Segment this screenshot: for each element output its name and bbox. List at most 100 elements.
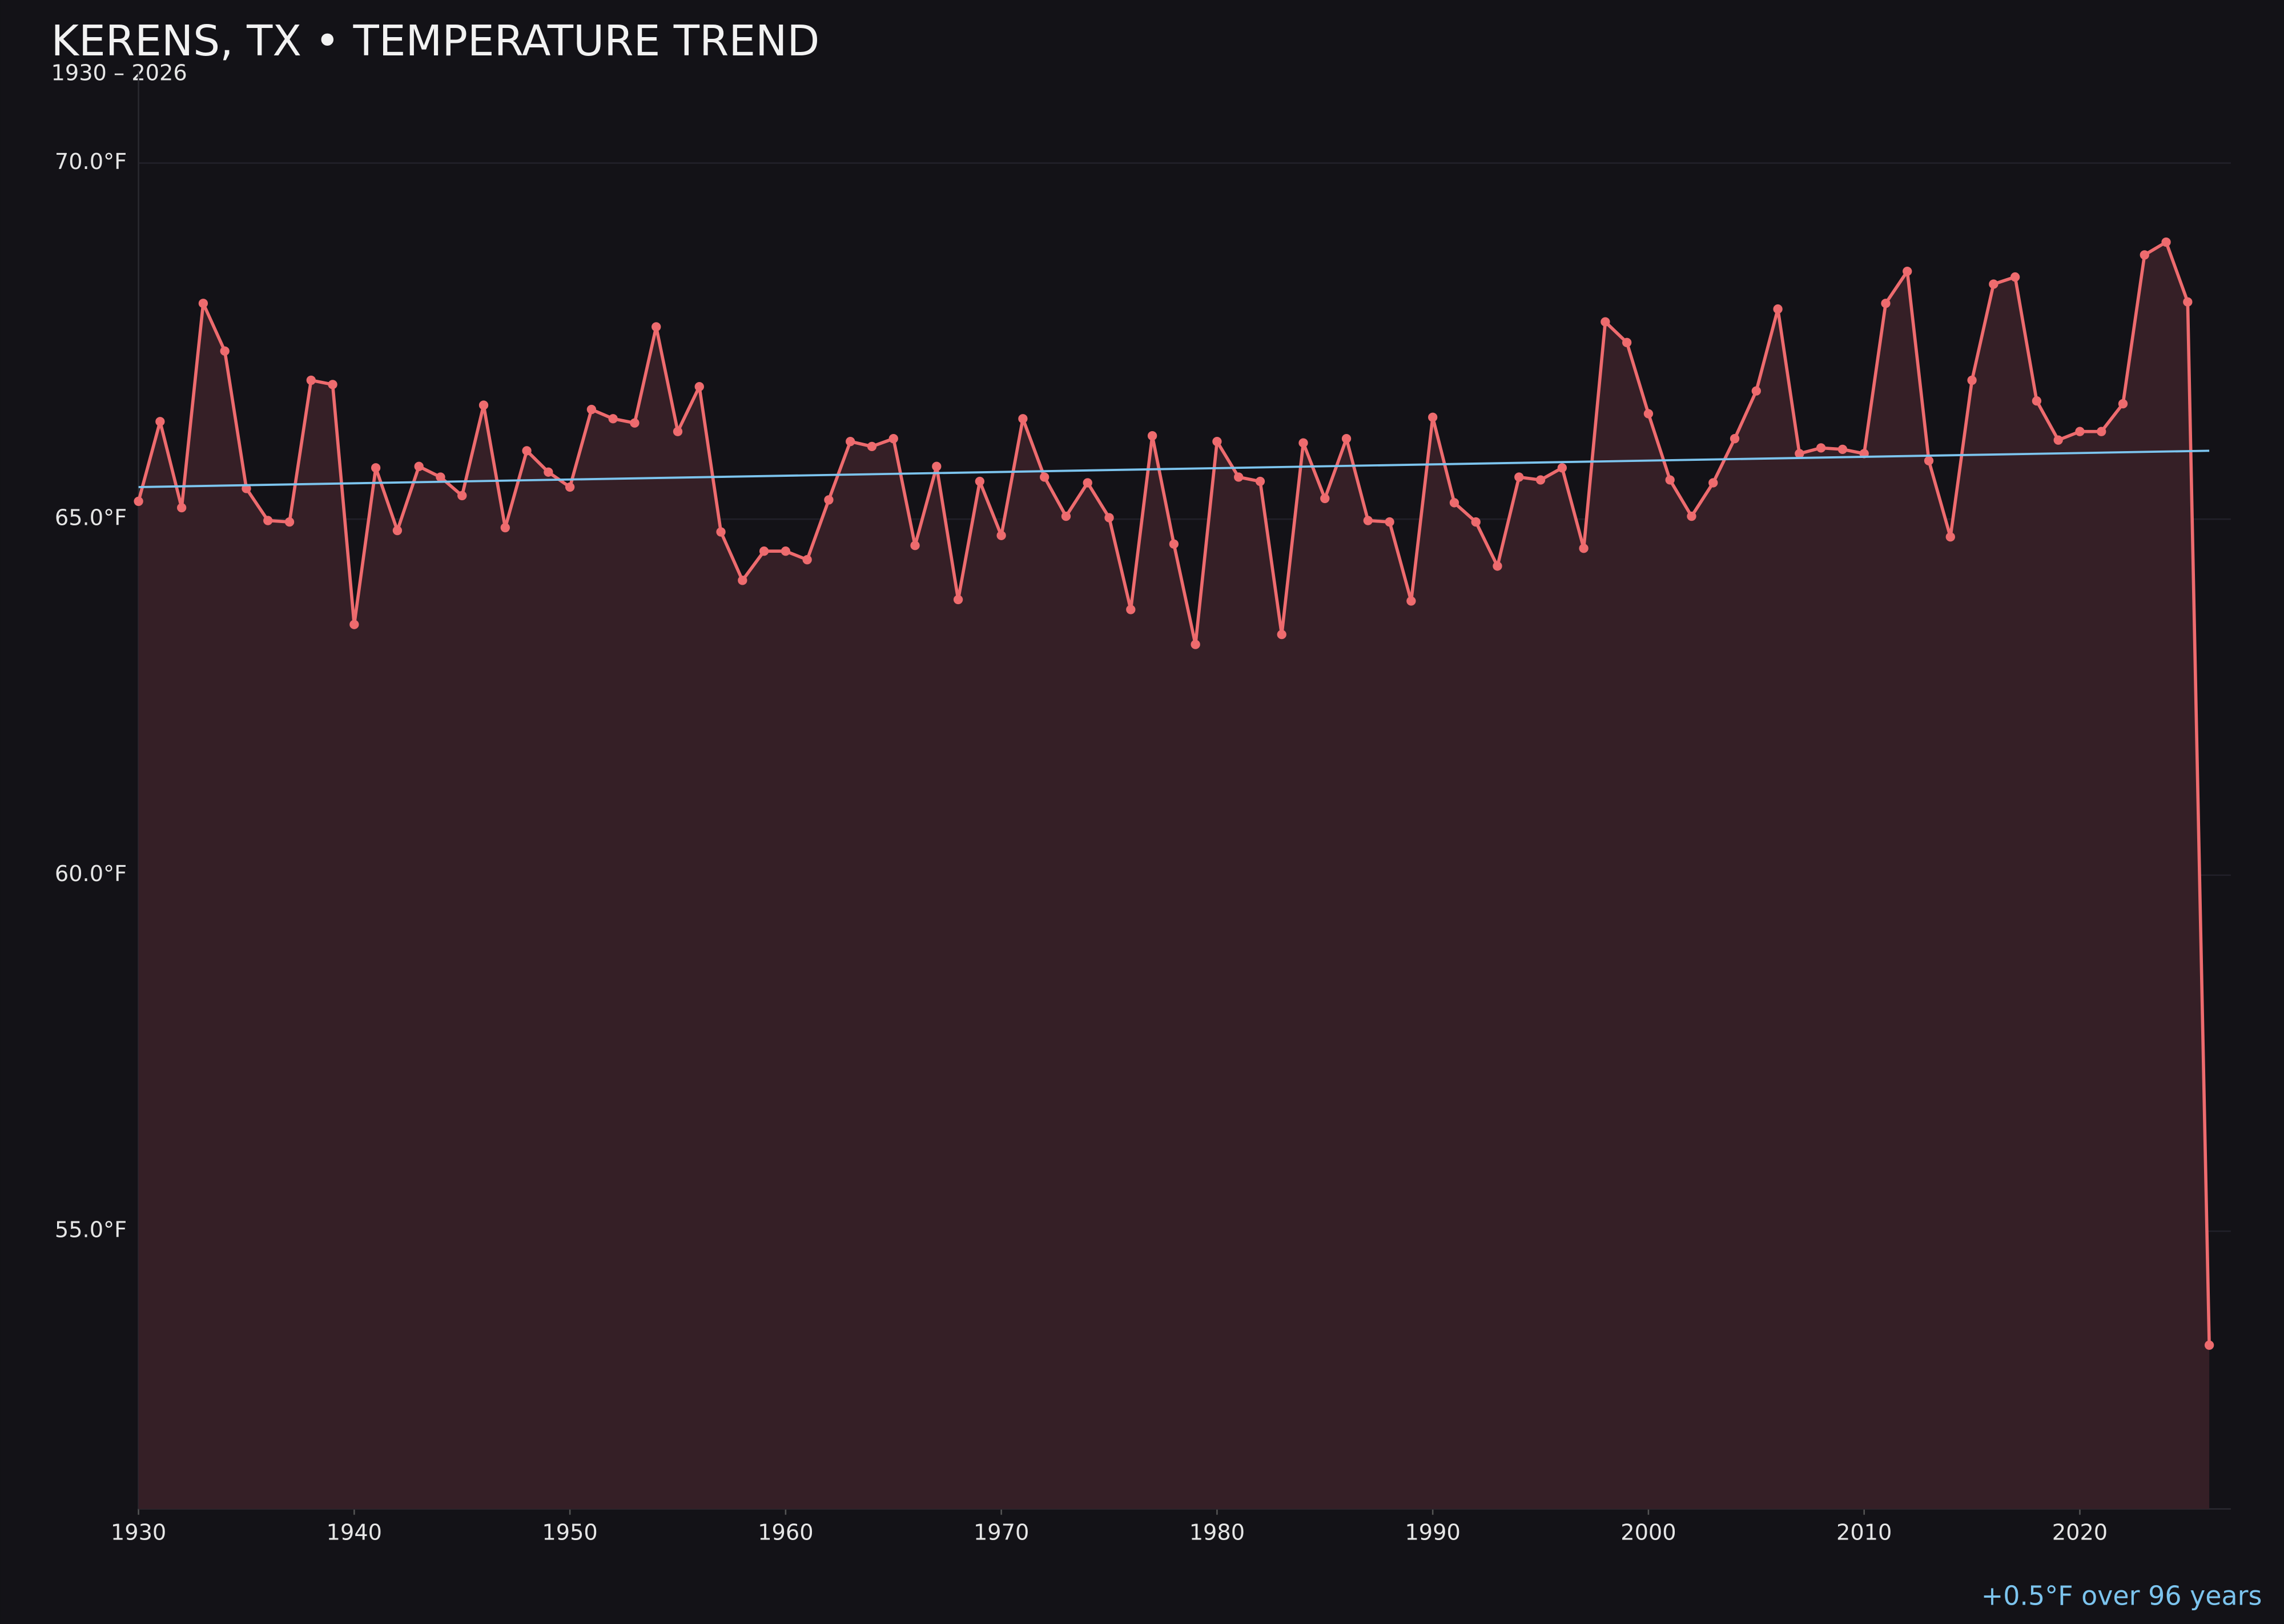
data-point — [738, 576, 747, 585]
data-point — [1751, 386, 1761, 396]
data-point — [414, 461, 424, 471]
data-point — [932, 461, 942, 471]
data-point — [1061, 511, 1071, 521]
data-point — [673, 427, 683, 436]
data-point — [522, 446, 532, 456]
data-point — [1945, 532, 1955, 542]
data-point — [349, 620, 359, 629]
data-point — [263, 516, 273, 525]
data-point — [1773, 304, 1783, 314]
data-point — [1169, 539, 1179, 549]
data-point — [1191, 640, 1200, 649]
data-point — [2118, 399, 2128, 409]
data-point — [1687, 511, 1696, 521]
data-point — [1234, 472, 1244, 482]
data-point — [2097, 427, 2106, 436]
data-point — [1924, 456, 1934, 465]
data-point — [1535, 475, 1546, 485]
data-point — [2161, 237, 2171, 247]
data-point — [1665, 475, 1675, 485]
data-point — [1967, 375, 1977, 385]
data-point — [586, 404, 597, 415]
data-point — [176, 503, 187, 513]
data-point — [1557, 463, 1567, 473]
data-point — [759, 546, 769, 556]
data-point — [910, 541, 920, 550]
data-point — [1277, 629, 1286, 640]
data-point — [1341, 434, 1352, 444]
data-point — [328, 380, 337, 389]
data-point — [155, 417, 165, 427]
data-point — [544, 467, 553, 477]
x-tick-label: 1930 — [111, 1520, 166, 1545]
x-tick-label: 1970 — [974, 1520, 1029, 1545]
data-point — [1514, 472, 1524, 482]
data-point — [1126, 605, 1136, 614]
data-point — [306, 375, 316, 385]
x-tick-label: 2000 — [1620, 1520, 1676, 1545]
data-point — [652, 322, 661, 332]
y-tick-label: 70.0°F — [55, 149, 127, 175]
data-point — [996, 530, 1006, 540]
data-point — [716, 527, 726, 537]
data-point — [802, 555, 812, 565]
data-point — [1903, 266, 1912, 276]
data-point — [1708, 478, 1718, 488]
data-point — [1795, 449, 1804, 459]
data-point — [1471, 517, 1481, 527]
chart-subtitle: 1930 – 2026 — [51, 61, 187, 86]
chart-title: KERENS, TX • TEMPERATURE TREND — [51, 17, 820, 66]
y-tick-label: 65.0°F — [55, 505, 127, 531]
data-point — [1406, 596, 1416, 606]
data-point — [2183, 297, 2193, 307]
x-tick-label: 1990 — [1405, 1520, 1460, 1545]
data-point — [478, 400, 489, 410]
data-point — [824, 495, 834, 505]
data-point — [457, 491, 467, 501]
data-point — [2075, 427, 2085, 436]
data-point — [1643, 409, 1654, 419]
data-point — [888, 434, 898, 444]
data-point — [630, 418, 640, 428]
data-point — [1601, 317, 1610, 327]
data-point — [2032, 396, 2042, 406]
data-point — [2204, 1340, 2214, 1350]
y-tick-label: 60.0°F — [55, 861, 127, 887]
x-tick-label: 2010 — [1836, 1520, 1892, 1545]
data-point — [284, 517, 295, 527]
data-point — [1040, 472, 1049, 482]
data-point — [1147, 431, 1157, 441]
data-point — [1320, 493, 1330, 504]
data-point — [392, 525, 403, 536]
data-point — [975, 476, 985, 487]
trend-annotation: +0.5°F over 96 years — [1981, 1581, 2262, 1611]
data-point — [1298, 438, 1308, 448]
data-point — [1579, 544, 1589, 553]
y-tick-label: 55.0°F — [55, 1217, 127, 1243]
data-point — [1622, 337, 1632, 347]
data-point — [1427, 412, 1438, 422]
x-tick-label: 1960 — [758, 1520, 813, 1545]
data-point — [1104, 513, 1114, 522]
data-point — [1363, 516, 1373, 525]
data-point — [953, 594, 963, 605]
data-point — [1837, 444, 1848, 455]
data-point — [1989, 279, 1998, 289]
data-point — [1083, 478, 1092, 488]
data-point — [1255, 476, 1265, 487]
data-point — [1816, 443, 1826, 453]
data-point — [694, 381, 704, 392]
data-point — [867, 441, 877, 452]
data-point — [1493, 561, 1502, 571]
data-point — [1385, 517, 1394, 527]
data-point — [1212, 437, 1222, 447]
x-tick-label: 1950 — [542, 1520, 597, 1545]
area — [138, 242, 2210, 1509]
data-point — [1730, 434, 1740, 444]
trend-line — [138, 449, 2210, 488]
data-point — [1449, 498, 1459, 508]
data-point — [371, 463, 381, 473]
data-point — [198, 299, 208, 308]
data-point — [1881, 299, 1891, 308]
